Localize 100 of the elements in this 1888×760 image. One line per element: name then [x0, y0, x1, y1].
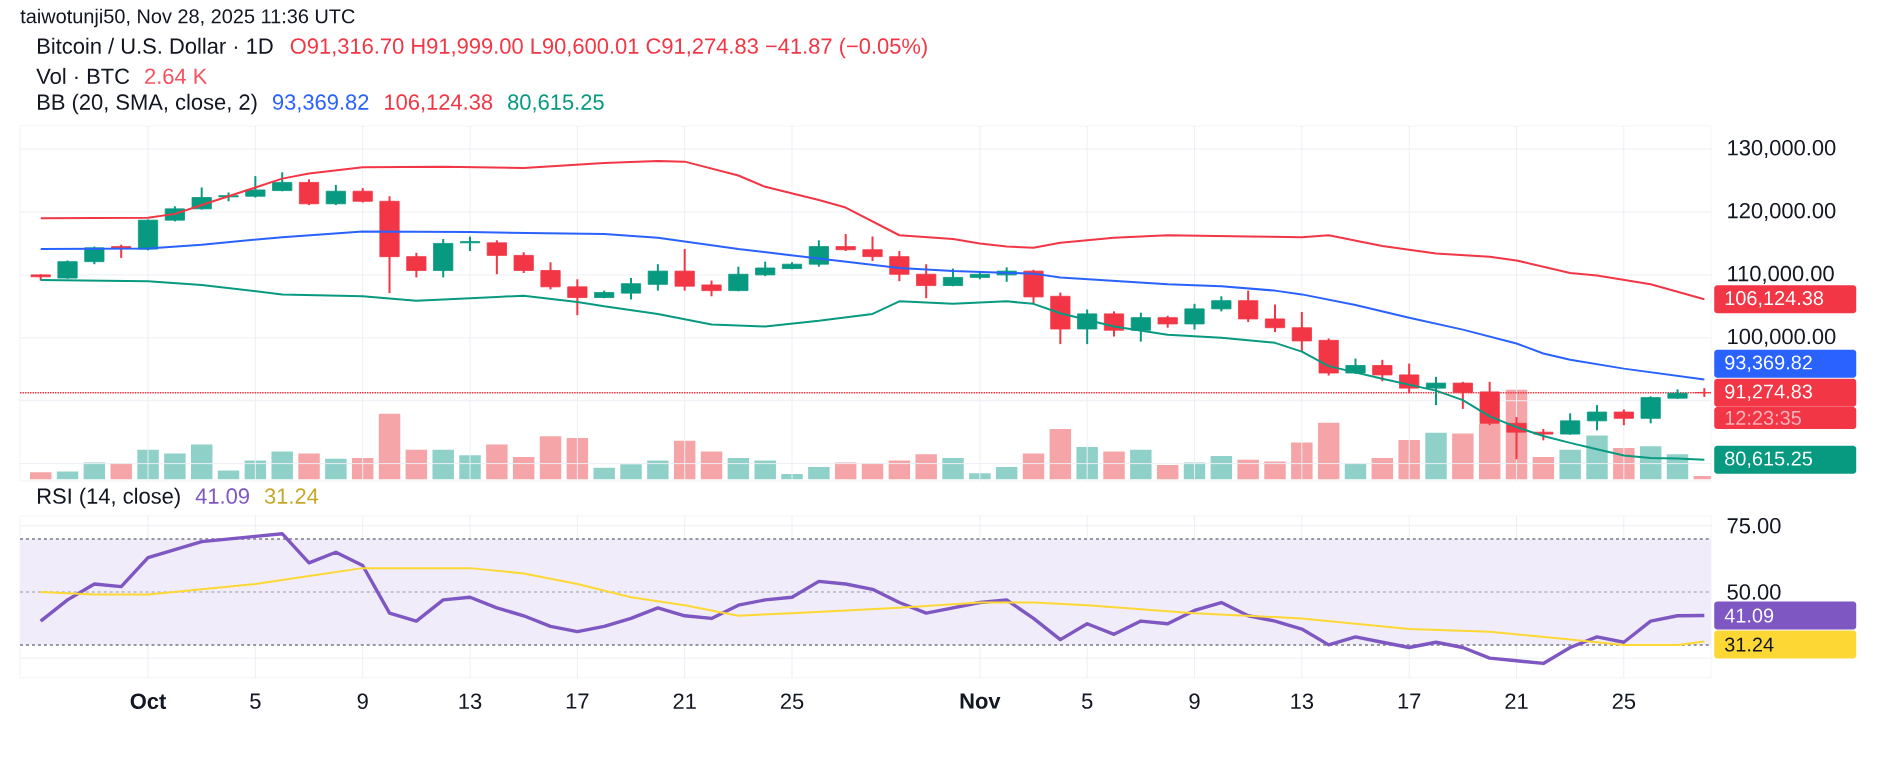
- bar: [1130, 449, 1152, 480]
- text: BB (20, SMA, close, 2): [38, 93, 257, 115]
- bar: [29, 472, 52, 480]
- y-tick-label: 50.00: [1727, 584, 1781, 600]
- bar: [1559, 449, 1581, 480]
- text: 106,124.38: [1725, 291, 1824, 308]
- candlestick: [513, 251, 534, 274]
- bar: [1156, 465, 1179, 480]
- ref-line-label: 91,274.83: [1725, 384, 1812, 401]
- bar: [1371, 457, 1394, 480]
- candlestick: [1291, 311, 1312, 353]
- x-tick-label: Oct: [130, 693, 167, 710]
- y-tick-label: 130,000.00: [1728, 140, 1836, 159]
- text: 31.24: [264, 488, 319, 504]
- bar: [861, 463, 884, 480]
- bar: [808, 466, 830, 480]
- x-tick-label: 5: [250, 693, 261, 709]
- x-tick-label: 9: [357, 693, 368, 710]
- x-tick-label: 21: [1505, 693, 1528, 709]
- bar: [56, 471, 79, 480]
- text: 12:23:35: [1725, 410, 1801, 425]
- candlestick: [728, 265, 749, 293]
- text: 93,369.82: [272, 94, 369, 113]
- bar: [1103, 451, 1125, 480]
- chart-title: Bitcoin / U.S. Dollar · 1D: [38, 37, 273, 54]
- candlestick: [674, 248, 695, 292]
- bar: [1344, 463, 1367, 480]
- candlestick: [1238, 289, 1259, 324]
- candlestick: [1586, 404, 1608, 432]
- x-tick-label: 17: [1398, 693, 1421, 709]
- x-tick-label: 9: [1189, 693, 1200, 710]
- x-tick-label: 25: [1612, 693, 1636, 710]
- bar: [727, 457, 750, 480]
- candlestick: [1640, 395, 1661, 425]
- candlestick: [1264, 303, 1286, 334]
- bar: [942, 457, 964, 480]
- bar: [834, 462, 857, 480]
- x-tick-label: 5: [1081, 693, 1093, 709]
- line-series: [39, 230, 1706, 381]
- bar: [1532, 456, 1555, 480]
- bar: [83, 462, 106, 480]
- candlestick: [1560, 412, 1581, 436]
- text: 41.09: [1724, 608, 1774, 623]
- bar: [1452, 433, 1474, 480]
- bar: [1049, 429, 1072, 480]
- candlestick: [862, 235, 883, 263]
- bar: [271, 451, 293, 480]
- chart-title: RSI (14, close): [38, 487, 180, 509]
- bar: [700, 451, 723, 480]
- bar: [432, 449, 454, 480]
- candlestick: [1077, 308, 1098, 346]
- y-tick-label: 110,000.00: [1728, 265, 1834, 284]
- chart-title: Vol · BTC: [36, 67, 130, 85]
- candlestick: [889, 249, 910, 283]
- x-tick-label: 13: [1291, 693, 1314, 710]
- text: O91,316.70 H91,999.00 L90,600.01 C91,274.83 −41.87 (−0.05%): [290, 37, 927, 59]
- text: taiwotunji50, Nov 28, 2025 11:36 UTC: [20, 8, 355, 28]
- x-tick-label: 21: [673, 693, 696, 709]
- candlestick: [916, 263, 937, 300]
- bar: [539, 436, 562, 480]
- x-tick-label: 13: [459, 693, 482, 710]
- x-tick-label: 25: [780, 693, 804, 710]
- bar: [298, 453, 320, 480]
- bar: [620, 464, 642, 480]
- candlestick: [486, 239, 507, 276]
- candlestick: [808, 239, 829, 268]
- candlestick: [540, 261, 561, 291]
- text: 106,124.38: [385, 94, 493, 113]
- candlestick: [620, 277, 642, 301]
- bar: [486, 444, 508, 480]
- bar: [1022, 453, 1045, 480]
- candlestick: [406, 251, 427, 279]
- bar: [1586, 435, 1608, 480]
- text: 31.24: [1724, 637, 1774, 652]
- y-tick-label: 75.00: [1727, 518, 1781, 534]
- bar: [164, 453, 186, 480]
- candlestick: [647, 263, 668, 292]
- x-tick-label: 17: [566, 693, 589, 709]
- bar: [566, 438, 589, 480]
- candlestick: [1372, 358, 1393, 383]
- bar: [325, 458, 347, 480]
- bar: [1425, 432, 1447, 480]
- bar: [1264, 461, 1286, 480]
- bar: [217, 470, 240, 480]
- text: 80,615.25: [508, 94, 604, 113]
- text: 41.09: [195, 488, 249, 504]
- bar: [110, 463, 132, 480]
- bar: [378, 413, 401, 480]
- candlestick: [245, 175, 266, 199]
- y-tick-label: 100,000.00: [1728, 328, 1836, 347]
- y-tick-label: 120,000.00: [1728, 202, 1836, 222]
- bar: [405, 449, 428, 480]
- bar: [1317, 422, 1340, 480]
- candlestick: [567, 278, 588, 317]
- candlestick: [325, 183, 346, 207]
- bar: [190, 444, 213, 480]
- candlestick: [1130, 311, 1151, 343]
- bar: [1210, 456, 1233, 480]
- bar: [512, 456, 535, 480]
- text: 80,615.25: [1725, 451, 1813, 468]
